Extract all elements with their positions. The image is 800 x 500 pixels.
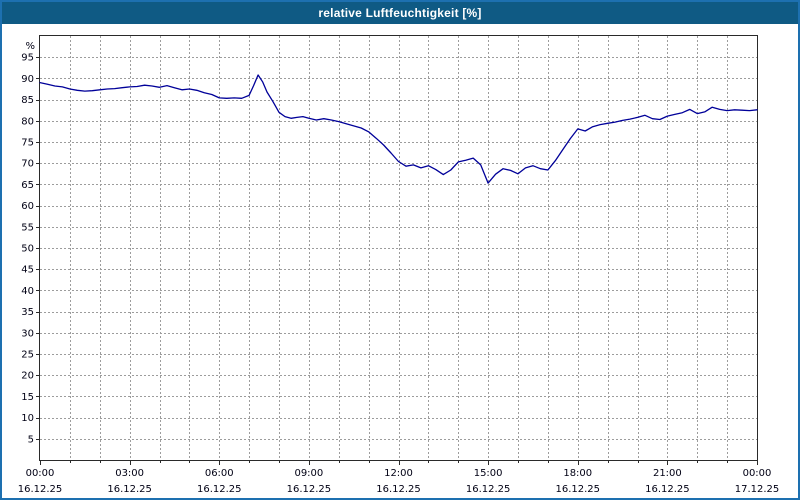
- y-tick-label: 25: [21, 350, 34, 361]
- y-tick-label: 55: [21, 222, 34, 233]
- axis-labels: % 5 10 15 20 25 30 35 40 45 50 55 60 65 70 75 80 85 90 95 00…: [18, 41, 780, 495]
- y-tick-label: 75: [21, 138, 34, 149]
- y-tick-label: 95: [21, 53, 34, 64]
- y-tick-label: 15: [21, 392, 34, 403]
- x-tick-time-label: 12:00: [384, 468, 413, 479]
- x-tick-date-label: 16.12.25: [555, 484, 600, 495]
- x-tick-date-label: 16.12.25: [376, 484, 421, 495]
- y-tick-label: 60: [21, 201, 34, 212]
- y-tick-label: 10: [21, 413, 34, 424]
- y-tick-label: 70: [21, 159, 34, 170]
- x-tick-time-label: 06:00: [205, 468, 234, 479]
- y-tick-label: 85: [21, 95, 34, 106]
- y-tick-label: 20: [21, 371, 34, 382]
- x-tick-date-label: 16.12.25: [107, 484, 152, 495]
- x-tick-time-label: 03:00: [115, 468, 144, 479]
- y-tick-label: 50: [21, 244, 34, 255]
- x-tick-date-label: 16.12.25: [287, 484, 332, 495]
- title-bar: relative Luftfeuchtigkeit [%]: [2, 2, 798, 24]
- humidity-line-chart: % 5 10 15 20 25 30 35 40 45 50 55 60 65 70 75 80 85 90 95 00…: [18, 35, 780, 495]
- x-tick-date-label: 16.12.25: [645, 484, 690, 495]
- axis-ticks: [36, 57, 758, 465]
- x-tick-time-label: 00:00: [743, 468, 772, 479]
- y-tick-label: 90: [21, 74, 34, 85]
- y-tick-label: 5: [28, 434, 34, 445]
- humidity-series-line: [39, 74, 758, 184]
- chart-area: % 5 10 15 20 25 30 35 40 45 50 55 60 65 70 75 80 85 90 95 00…: [2, 24, 798, 498]
- y-tick-label: 65: [21, 180, 34, 191]
- x-tick-time-label: 00:00: [26, 468, 55, 479]
- y-tick-label: 35: [21, 307, 34, 318]
- x-tick-time-label: 21:00: [653, 468, 682, 479]
- x-tick-date-label: 16.12.25: [197, 484, 242, 495]
- y-tick-label: 80: [21, 116, 34, 127]
- x-tick-date-label: 16.12.25: [466, 484, 511, 495]
- y-tick-label: 45: [21, 265, 34, 276]
- x-tick-date-label: 16.12.25: [18, 484, 63, 495]
- x-tick-date-label: 17.12.25: [735, 484, 780, 495]
- chart-title: relative Luftfeuchtigkeit [%]: [318, 6, 482, 20]
- x-tick-time-label: 18:00: [563, 468, 592, 479]
- y-tick-label: 40: [21, 286, 34, 297]
- y-tick-label: 30: [21, 328, 34, 339]
- x-tick-time-label: 15:00: [474, 468, 503, 479]
- gridlines: [40, 36, 757, 460]
- x-tick-time-label: 09:00: [294, 468, 323, 479]
- y-axis-unit-label: %: [25, 41, 35, 52]
